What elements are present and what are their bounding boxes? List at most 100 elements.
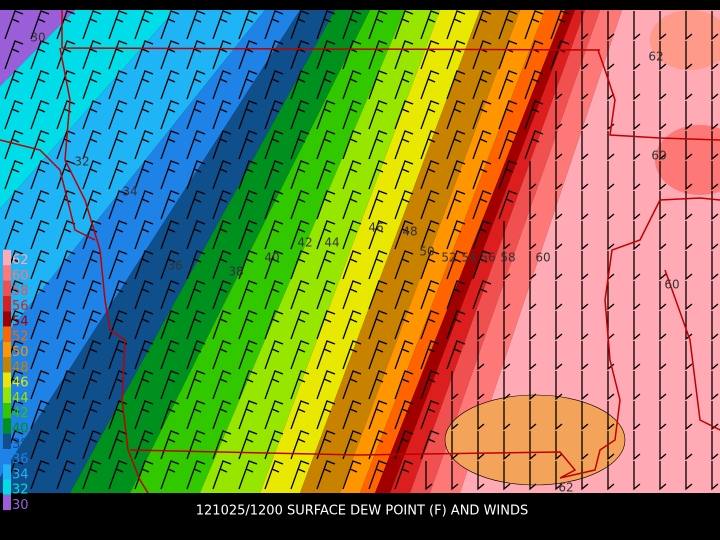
- border: [597, 49, 720, 141]
- wind-barb: [238, 130, 258, 160]
- wind-barb: [160, 40, 180, 70]
- wind-barb: [685, 71, 693, 101]
- band: [0, 10, 335, 493]
- wind-barb: [316, 130, 336, 160]
- wind-barb: [264, 160, 284, 190]
- wind-barb: [160, 430, 180, 460]
- wind-barb: [420, 400, 440, 430]
- wind-barb: [30, 130, 50, 160]
- colorbar-label: 40: [12, 421, 29, 436]
- contour-label: 36: [167, 259, 182, 273]
- wind-barb: [529, 161, 537, 191]
- colorbar-swatch: [3, 464, 11, 480]
- wind-barb: [555, 311, 563, 341]
- wind-barb: [368, 100, 388, 130]
- wind-barb: [264, 10, 284, 40]
- wind-barb: [685, 401, 693, 431]
- wind-barb: [212, 280, 232, 310]
- wind-barb: [420, 280, 440, 310]
- wind-barb: [212, 400, 232, 430]
- wind-barb: [524, 10, 544, 40]
- wind-barb: [264, 250, 284, 280]
- wind-barb: [186, 280, 206, 310]
- wind-barb: [685, 341, 693, 371]
- wind-barb: [212, 430, 232, 460]
- wind-barb: [30, 10, 50, 40]
- wind-barb: [212, 40, 232, 70]
- wind-barb: [472, 280, 492, 310]
- wind-barb: [238, 70, 258, 100]
- wind-barb: [711, 461, 719, 491]
- wind-barb: [134, 40, 154, 70]
- wind-barb: [659, 131, 667, 161]
- colorbar-label: 52: [12, 330, 29, 345]
- wind-barb: [316, 430, 336, 460]
- wind-barb: [290, 400, 310, 430]
- wind-barb: [659, 41, 667, 71]
- wind-barb: [290, 220, 310, 250]
- wind-barb: [633, 41, 641, 71]
- wind-barb: [4, 70, 24, 100]
- wind-barb: [529, 401, 537, 431]
- wind-barb: [30, 250, 50, 280]
- wind-barb: [446, 220, 466, 250]
- wind-barb: [264, 280, 284, 310]
- wind-barb: [633, 401, 641, 431]
- wind-barb: [82, 130, 102, 160]
- wind-barb: [160, 130, 180, 160]
- wind-barb: [477, 371, 485, 401]
- wind-barb: [212, 370, 232, 400]
- wind-barb: [607, 131, 615, 161]
- wind-barb: [503, 311, 511, 341]
- wind-barb: [264, 70, 284, 100]
- wind-barb: [316, 460, 336, 490]
- border: [0, 139, 96, 241]
- wind-barb: [82, 40, 102, 70]
- contour-label: 46: [368, 221, 383, 235]
- wind-barb: [659, 461, 667, 491]
- wind-barb: [212, 460, 232, 490]
- band: [460, 10, 720, 493]
- colorbar-swatch: [3, 387, 11, 403]
- wind-barb: [134, 10, 154, 40]
- wind-barb: [238, 340, 258, 370]
- wind-barb: [186, 40, 206, 70]
- wind-barb: [134, 100, 154, 130]
- wind-barb: [451, 431, 459, 461]
- border: [61, 10, 601, 51]
- wind-barb: [134, 460, 154, 490]
- wind-barb: [82, 100, 102, 130]
- wind-barb: [368, 160, 388, 190]
- wind-barb: [30, 460, 50, 490]
- wind-barb: [394, 310, 414, 340]
- wind-barb: [160, 70, 180, 100]
- wind-barb: [633, 461, 641, 491]
- wind-barb: [581, 161, 589, 191]
- wind-barb: [368, 130, 388, 160]
- wind-barb: [498, 70, 518, 100]
- wind-barb: [498, 130, 518, 160]
- wind-barb: [477, 431, 485, 461]
- wind-barb: [368, 220, 388, 250]
- wind-barb: [685, 431, 693, 461]
- wind-barb: [4, 190, 24, 220]
- wind-barb: [30, 310, 50, 340]
- colorbar-swatch: [3, 418, 11, 434]
- wind-barb: [290, 190, 310, 220]
- wind-barb: [160, 100, 180, 130]
- wind-barb: [160, 160, 180, 190]
- wind-barb: [30, 340, 50, 370]
- wind-barb: [186, 460, 206, 490]
- wind-barb: [4, 130, 24, 160]
- wind-barb: [368, 280, 388, 310]
- colorbar-label: 54: [12, 314, 29, 329]
- wind-barb: [264, 100, 284, 130]
- wind-barb: [581, 251, 589, 281]
- wind-barb: [160, 400, 180, 430]
- wind-barb: [30, 190, 50, 220]
- colorbar-swatch: [3, 403, 11, 419]
- wind-barb: [607, 161, 615, 191]
- wind-barb: [212, 190, 232, 220]
- wind-barb: [108, 40, 128, 70]
